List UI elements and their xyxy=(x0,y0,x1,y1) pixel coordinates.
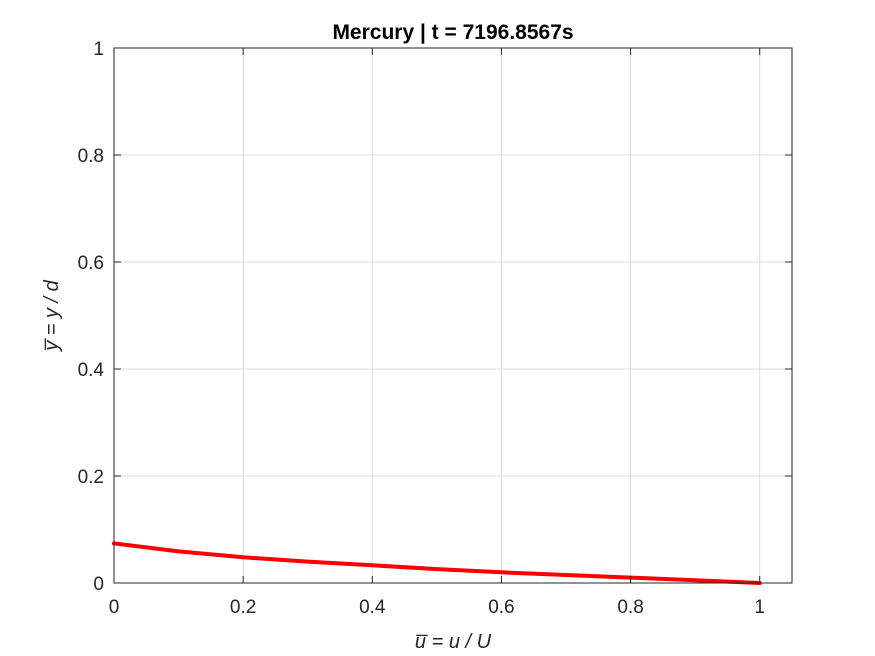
series-layer xyxy=(112,541,762,585)
axes-frame xyxy=(113,47,793,584)
y-tick-label: 0.6 xyxy=(78,253,104,274)
x-tick-label: 0 xyxy=(109,597,120,618)
y-tick-label: 0.4 xyxy=(78,360,105,381)
x-tick-label: 0.6 xyxy=(488,597,514,618)
y-tick-label: 0 xyxy=(93,574,104,595)
x-tick-label: 0.2 xyxy=(230,597,256,618)
x-tick-label: 1 xyxy=(754,597,765,618)
tick-marks xyxy=(113,47,792,584)
x-axis-label: u̅ = u / U xyxy=(415,631,492,653)
plot-area xyxy=(114,48,792,583)
y-tick-labels: 0 0.2 0.4 0.6 0.8 1 xyxy=(78,39,105,595)
x-tick-label: 0.4 xyxy=(359,597,386,618)
series-line xyxy=(112,541,762,585)
y-tick-label: 0.2 xyxy=(78,467,104,488)
x-tick-labels: 0 0.2 0.4 0.6 0.8 1 xyxy=(109,597,765,618)
chart-title: Mercury | t = 7196.8567s xyxy=(332,21,573,44)
grid xyxy=(113,47,792,584)
y-tick-label: 1 xyxy=(93,39,104,60)
x-tick-label: 0.8 xyxy=(617,597,643,618)
y-axis-label: y̅ = y / d xyxy=(41,279,63,352)
y-tick-label: 0.8 xyxy=(78,146,104,167)
